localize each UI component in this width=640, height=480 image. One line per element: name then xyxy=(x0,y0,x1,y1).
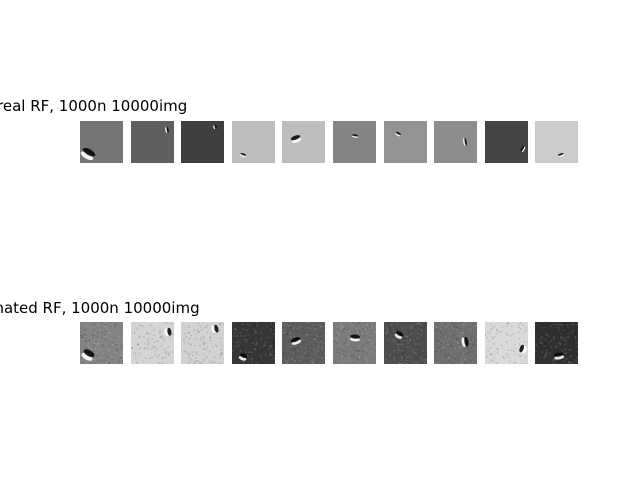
estimated-rf-tile xyxy=(434,322,478,364)
real-rf-tile xyxy=(484,121,528,163)
real-rf-tile xyxy=(130,121,174,163)
real-rf-tile xyxy=(333,121,376,163)
estimated-rf-tile xyxy=(181,322,225,364)
estimated-rf-tile xyxy=(333,322,376,364)
real-rf-tile xyxy=(434,121,478,163)
panel-title-real-rf: real RF, 1000n 10000img xyxy=(0,97,188,115)
estimated-rf-tile xyxy=(80,322,123,364)
estimated-rf-tile xyxy=(231,322,275,364)
estimated-rf-tile xyxy=(383,322,427,364)
estimated-rf-tile xyxy=(130,322,174,364)
estimated-rf-tile xyxy=(535,322,579,364)
panel-title-estimated-rf: Estimated RF, 1000n 10000img xyxy=(0,299,200,317)
real-rf-tile xyxy=(535,121,579,163)
real-rf-tile xyxy=(282,121,326,163)
estimated-rf-tile xyxy=(484,322,528,364)
real-rf-tile xyxy=(383,121,427,163)
real-rf-tile xyxy=(231,121,275,163)
real-rf-tile xyxy=(80,121,123,163)
estimated-rf-tile xyxy=(282,322,326,364)
real-rf-tile xyxy=(181,121,225,163)
